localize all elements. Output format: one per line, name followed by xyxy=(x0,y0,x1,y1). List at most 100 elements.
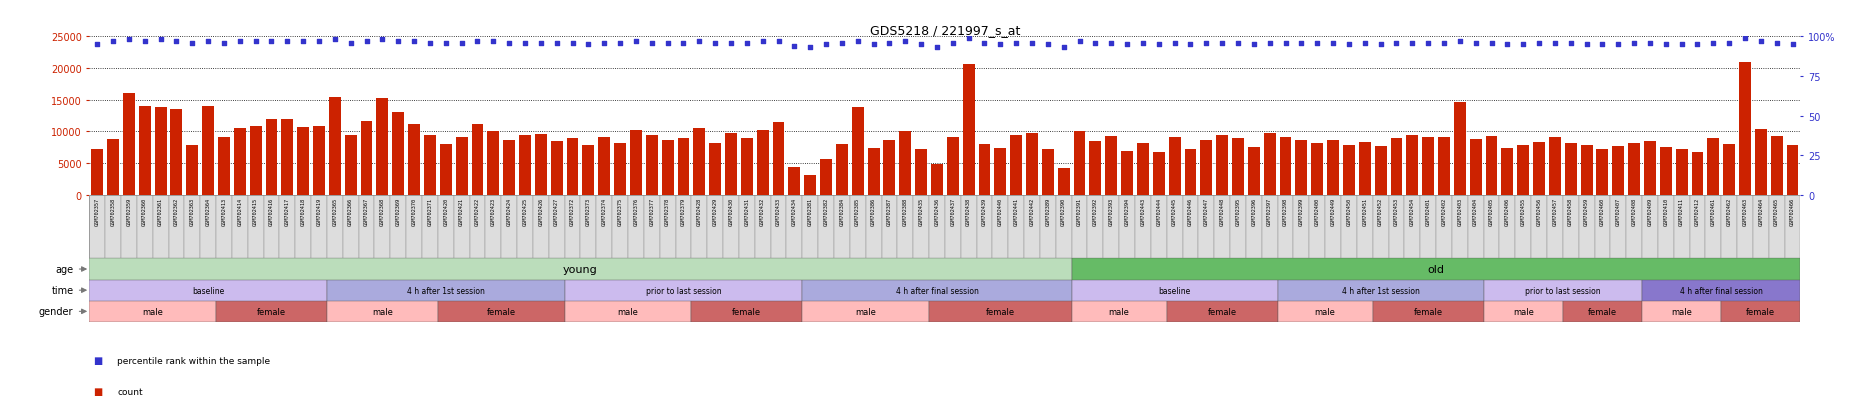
Text: GSM702462: GSM702462 xyxy=(1726,197,1732,225)
Point xyxy=(432,40,461,47)
Point xyxy=(1144,42,1174,48)
Point xyxy=(1224,40,1254,47)
Text: GSM702446: GSM702446 xyxy=(1189,197,1192,225)
Point xyxy=(526,40,556,47)
Text: GSM702422: GSM702422 xyxy=(474,197,480,225)
Text: GSM702448: GSM702448 xyxy=(1220,197,1224,225)
Bar xyxy=(947,138,958,195)
Text: GSM702451: GSM702451 xyxy=(1362,197,1367,225)
Bar xyxy=(677,138,690,195)
Bar xyxy=(391,195,405,259)
Point xyxy=(1239,42,1269,48)
Bar xyxy=(645,136,658,195)
Bar xyxy=(171,110,182,195)
Text: GSM702375: GSM702375 xyxy=(618,197,623,225)
Bar xyxy=(1151,195,1166,259)
Text: 4 h after 1st session: 4 h after 1st session xyxy=(407,286,485,295)
Bar xyxy=(675,195,692,259)
Text: GSM702408: GSM702408 xyxy=(1631,197,1637,225)
Text: GSM702427: GSM702427 xyxy=(554,197,560,225)
Point xyxy=(320,37,350,44)
Bar xyxy=(1484,280,1642,301)
Bar xyxy=(1720,195,1737,259)
Bar xyxy=(1564,144,1577,195)
Point xyxy=(1192,40,1222,47)
Text: old: old xyxy=(1428,264,1445,274)
Point xyxy=(1397,40,1427,47)
Bar xyxy=(835,145,848,195)
Point xyxy=(162,39,192,45)
Bar xyxy=(865,195,882,259)
Bar xyxy=(551,142,562,195)
Point xyxy=(1049,45,1079,52)
Text: GSM702370: GSM702370 xyxy=(411,197,417,225)
Point xyxy=(843,39,872,45)
Bar xyxy=(1391,139,1402,195)
Bar xyxy=(1642,301,1721,322)
Text: 4 h after 1st session: 4 h after 1st session xyxy=(1341,286,1419,295)
Bar xyxy=(1135,195,1151,259)
Text: GSM702464: GSM702464 xyxy=(1758,197,1763,225)
Bar xyxy=(247,195,264,259)
Bar xyxy=(1453,195,1468,259)
Text: GSM702391: GSM702391 xyxy=(1077,197,1083,225)
Bar xyxy=(1246,195,1261,259)
Text: female: female xyxy=(1414,307,1443,316)
Bar xyxy=(1613,147,1624,195)
Bar xyxy=(1373,301,1484,322)
Point xyxy=(368,37,398,44)
Text: male: male xyxy=(372,307,392,316)
Point xyxy=(240,39,270,45)
Bar xyxy=(1328,140,1339,195)
Point xyxy=(1207,40,1237,47)
Text: GSM702357: GSM702357 xyxy=(95,197,100,225)
Text: GSM702423: GSM702423 xyxy=(491,197,497,225)
Bar xyxy=(1691,152,1704,195)
Text: GSM702434: GSM702434 xyxy=(792,197,796,225)
Text: age: age xyxy=(56,264,73,274)
Bar xyxy=(1058,169,1070,195)
Bar xyxy=(517,195,534,259)
Bar xyxy=(1562,301,1642,322)
Bar xyxy=(1423,138,1434,195)
Bar xyxy=(469,195,485,259)
Bar xyxy=(1596,150,1609,195)
Bar xyxy=(123,94,134,195)
Bar xyxy=(89,259,1071,280)
Bar xyxy=(1231,139,1244,195)
Point xyxy=(779,43,809,50)
Point xyxy=(1287,40,1317,47)
Bar xyxy=(772,123,785,195)
Bar xyxy=(1436,195,1453,259)
Point xyxy=(1001,40,1030,47)
Point xyxy=(733,40,763,47)
Point xyxy=(684,39,714,45)
Point xyxy=(1508,42,1538,48)
Bar xyxy=(1278,280,1484,301)
Bar xyxy=(234,128,246,195)
Bar xyxy=(1200,140,1213,195)
Bar xyxy=(1674,195,1689,259)
Bar xyxy=(1280,137,1291,195)
Bar xyxy=(724,195,738,259)
Bar xyxy=(281,120,294,195)
Bar xyxy=(91,150,102,195)
Bar xyxy=(1787,146,1799,195)
Bar xyxy=(1486,137,1497,195)
Text: GSM702414: GSM702414 xyxy=(238,197,242,225)
Bar xyxy=(1484,195,1499,259)
Text: GSM702420: GSM702420 xyxy=(443,197,448,225)
Bar xyxy=(1040,195,1056,259)
Text: percentile rank within the sample: percentile rank within the sample xyxy=(117,356,270,366)
Point xyxy=(636,40,666,47)
Text: GSM702409: GSM702409 xyxy=(1648,197,1652,225)
Bar xyxy=(327,301,437,322)
Bar xyxy=(1166,301,1278,322)
Bar xyxy=(565,280,802,301)
Bar xyxy=(1261,195,1278,259)
Bar xyxy=(1295,141,1308,195)
Point xyxy=(811,42,841,48)
Text: GSM702386: GSM702386 xyxy=(870,197,876,225)
Point xyxy=(1477,40,1507,47)
Point xyxy=(954,36,984,42)
